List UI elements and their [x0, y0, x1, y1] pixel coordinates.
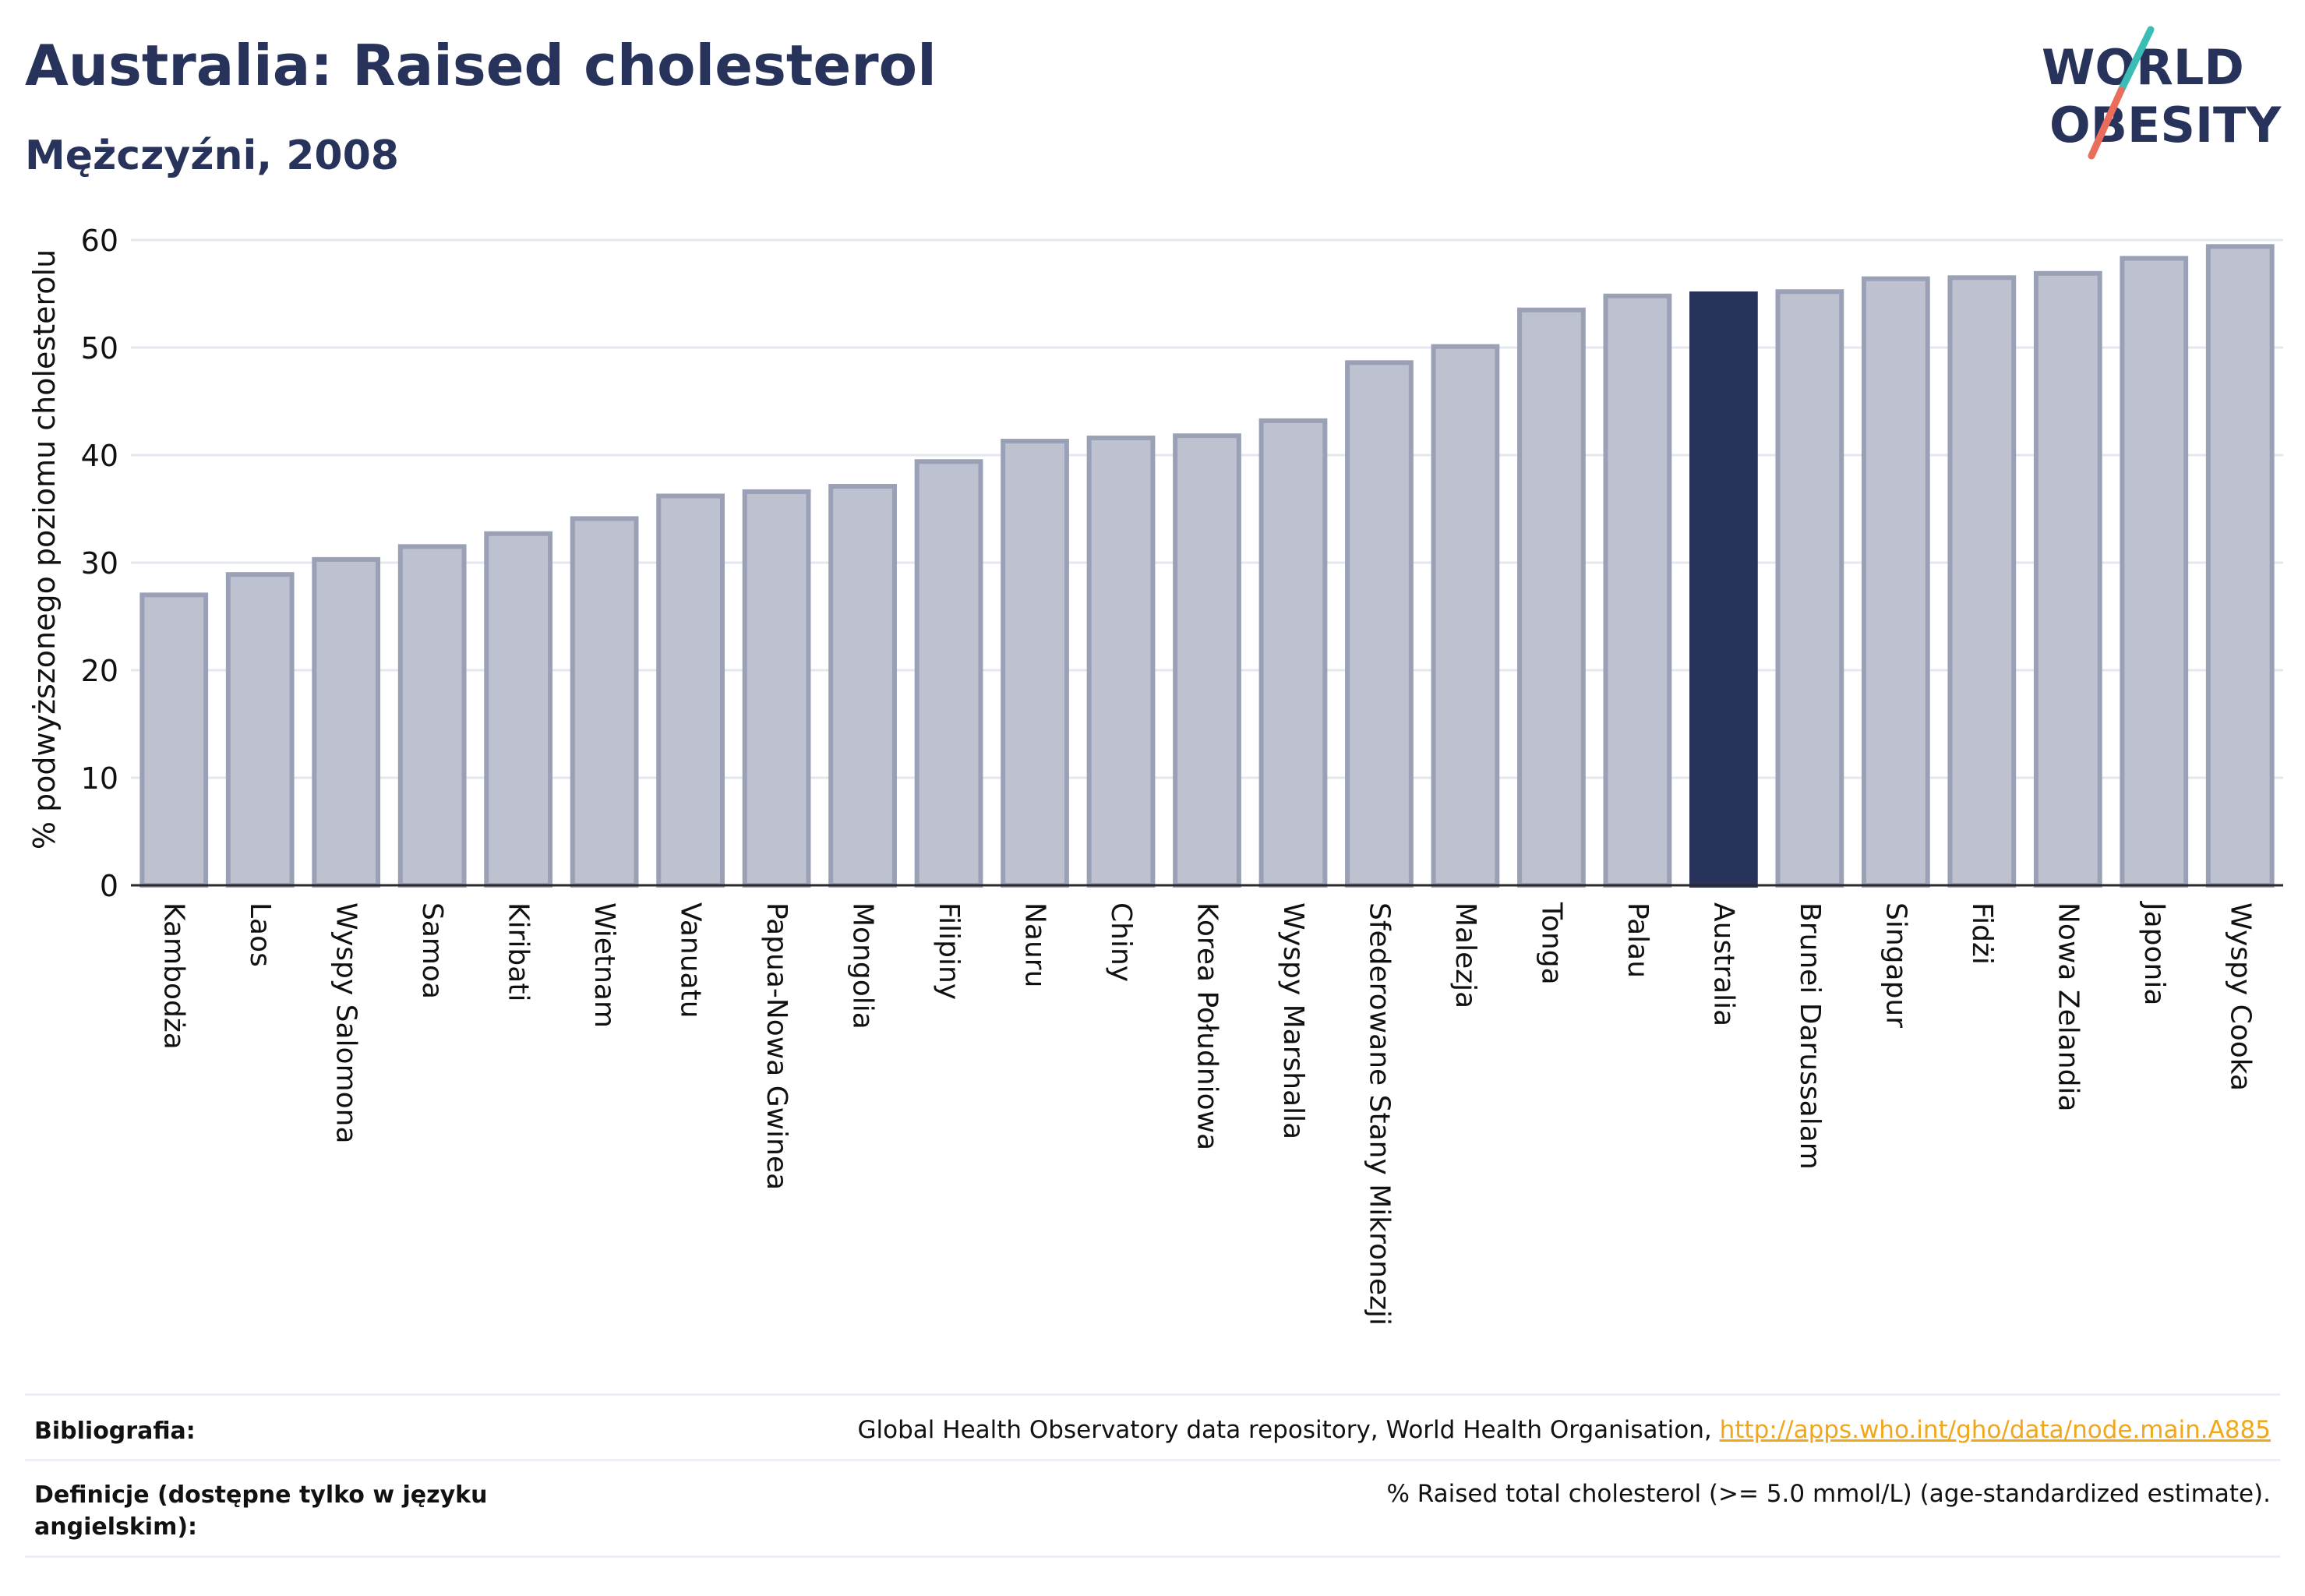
chart-subtitle: Mężczyźni, 2008 [25, 132, 399, 179]
x-tick-label: Sfederowane Stany Mikronezji [1364, 902, 1396, 1326]
bar-chart: 0 10 20 30 40 50 60 Kambodża Laos Wyspy Salomona S… [27, 224, 2283, 1326]
logo-slash-coral [2088, 87, 2125, 160]
logo-slash-teal [2117, 26, 2155, 94]
bar[interactable] [1947, 275, 2017, 888]
bar[interactable] [742, 489, 811, 888]
x-tick-label: Singapur [1880, 902, 1911, 1028]
footer-row-definitions: Definicje (dostępne tylko w języku angie… [25, 1459, 2280, 1558]
footer-row-bibliography: Bibliografia: Global Health Observatory … [25, 1393, 2280, 1461]
definitions-label-line1: Definicje (dostępne tylko w języku [34, 1481, 488, 1509]
bibliography-link[interactable]: http://apps.who.int/gho/data/node.main.A… [1719, 1416, 2271, 1444]
bar[interactable] [2033, 270, 2102, 888]
bar[interactable] [1689, 291, 1758, 888]
x-tick-label: Wyspy Salomona [330, 902, 362, 1144]
footer-bottom-rule [25, 1555, 2280, 1558]
x-tick-label: Brunei Darussalam [1794, 902, 1826, 1170]
y-tick-label: 10 [81, 761, 118, 796]
bar[interactable] [1603, 293, 1672, 888]
bar[interactable] [2205, 244, 2275, 888]
x-tick-label: Nowa Zelandia [2052, 902, 2084, 1112]
bar[interactable] [225, 572, 295, 888]
bibliography-value: Global Health Observatory data repositor… [858, 1416, 2271, 1444]
x-tick-label: Chiny [1105, 902, 1137, 982]
y-tick-label: 50 [81, 331, 118, 365]
bar[interactable] [656, 493, 725, 888]
bar[interactable] [914, 459, 983, 888]
x-tick-label: Kiribati [503, 902, 535, 1001]
x-tick-label: Japonia [2138, 901, 2170, 1005]
y-tick-label: 20 [81, 654, 118, 688]
x-tick-label: Palau [1622, 902, 1654, 978]
bar[interactable] [1431, 344, 1500, 888]
bar[interactable] [1775, 289, 1844, 888]
y-tick-label: 40 [81, 439, 118, 473]
bar[interactable] [312, 556, 381, 888]
bar[interactable] [484, 531, 553, 888]
bar[interactable] [397, 544, 467, 888]
bar[interactable] [1258, 418, 1328, 888]
bar[interactable] [1086, 435, 1156, 888]
y-tick-label: 30 [81, 546, 118, 581]
x-tick-label: Australia [1707, 902, 1739, 1026]
x-tick-label: Fidżi [1966, 902, 1998, 965]
axes: 0 10 20 30 40 50 60 Kambodża Laos Wyspy Salomona S… [81, 224, 2283, 1326]
bar[interactable] [1517, 307, 1586, 888]
bibliography-label: Bibliografia: [34, 1418, 196, 1445]
chart-title: Australia: Raised cholesterol [25, 33, 937, 98]
x-tick-label: Malezja [1449, 902, 1481, 1008]
bars [139, 244, 2275, 888]
x-tick-label: Filipiny [933, 902, 965, 1000]
x-tick-label: Laos [244, 902, 276, 967]
world-obesity-logo: WORLD OBESITY [2042, 26, 2282, 160]
y-tick-label: 60 [81, 224, 118, 258]
x-tick-label: Tonga [1535, 902, 1567, 985]
definitions-label: Definicje (dostępne tylko w języku angie… [34, 1480, 487, 1543]
y-axis-label: % podwyższonego poziomu cholesterolu [27, 249, 62, 849]
bibliography-text: Global Health Observatory data repositor… [857, 1416, 1720, 1444]
bar[interactable] [1001, 439, 1069, 888]
definitions-label-line2: angielskim): [34, 1513, 198, 1541]
definitions-value: % Raised total cholesterol (>= 5.0 mmol/… [1386, 1480, 2271, 1508]
logo-word-obesity: OBESITY [2049, 97, 2282, 154]
x-tick-label: Papua-Nowa Gwinea [761, 902, 792, 1190]
x-tick-label: Wyspy Marshalla [1277, 902, 1309, 1139]
bar[interactable] [2120, 256, 2189, 888]
bar[interactable] [570, 516, 639, 888]
x-tick-label: Wietnam [588, 902, 620, 1028]
x-tick-label: Korea Południowa [1191, 902, 1223, 1150]
x-tick-label: Kambodża [158, 902, 190, 1050]
x-tick-label: Vanuatu [675, 902, 707, 1019]
x-tick-label: Wyspy Cooka [2224, 902, 2256, 1091]
bar[interactable] [1345, 360, 1414, 888]
x-tick-label: Mongolia [847, 902, 879, 1029]
bar[interactable] [1173, 433, 1241, 888]
bar[interactable] [1861, 276, 1930, 888]
bar[interactable] [139, 592, 209, 888]
x-tick-label: Samoa [416, 902, 448, 999]
x-tick-label: Nauru [1019, 902, 1051, 987]
bar[interactable] [828, 484, 897, 888]
y-tick-label: 0 [100, 869, 118, 903]
